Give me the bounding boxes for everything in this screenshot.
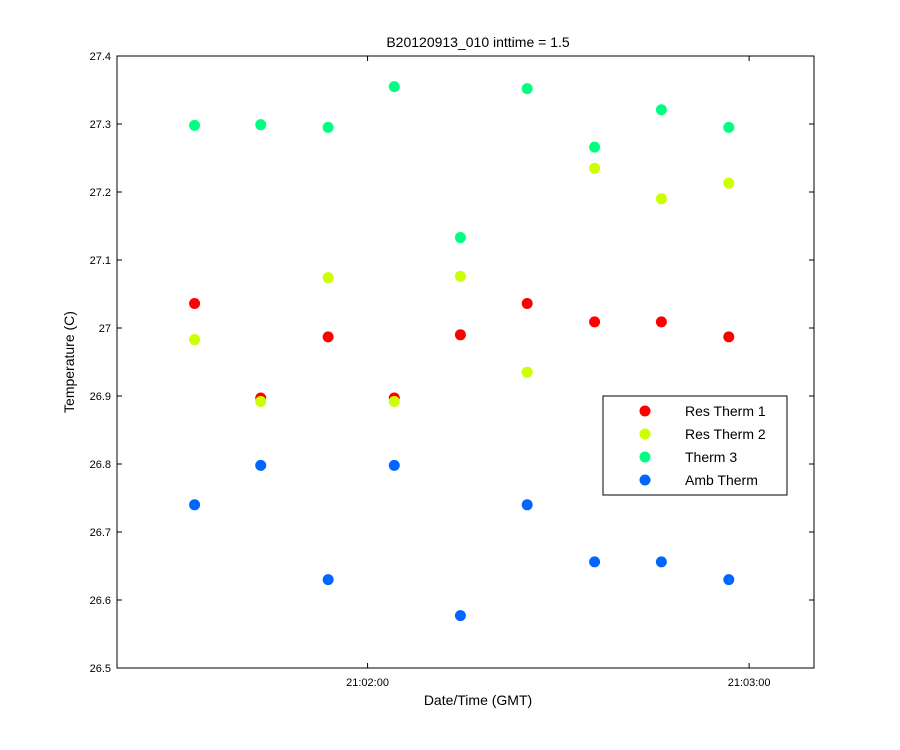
point-therm-3: [655, 104, 667, 116]
point-res-therm-1: [322, 331, 334, 343]
point-amb-therm: [255, 459, 267, 471]
legend-box: [602, 395, 788, 496]
point-amb-therm: [723, 574, 735, 586]
x-tick-label: 21:03:00: [728, 677, 771, 689]
legend-label-res-therm-2: Res Therm 2: [685, 426, 766, 442]
point-amb-therm: [322, 574, 334, 586]
point-therm-3: [189, 119, 201, 131]
point-res-therm-2: [388, 395, 400, 407]
point-amb-therm: [589, 556, 601, 568]
point-res-therm-2: [322, 272, 334, 284]
y-tick-label: 27.3: [90, 119, 111, 131]
legend-label-amb-therm: Amb Therm: [685, 472, 758, 488]
point-res-therm-2: [655, 193, 667, 205]
point-res-therm-1: [454, 329, 466, 341]
legend-label-therm-3: Therm 3: [685, 449, 737, 465]
y-tick-label: 27.1: [90, 255, 111, 267]
y-axis-title: Temperature (C): [61, 311, 77, 413]
legend-marker-amb-therm: [639, 474, 651, 486]
point-res-therm-1: [655, 316, 667, 328]
point-therm-3: [388, 81, 400, 93]
point-res-therm-1: [189, 298, 201, 310]
y-tick-label: 26.8: [90, 459, 111, 471]
y-tick-label: 26.9: [90, 391, 111, 403]
plot-area: [116, 55, 815, 669]
point-res-therm-2: [521, 366, 533, 378]
legend-marker-therm-3: [639, 451, 651, 463]
legend-marker-res-therm-1: [639, 405, 651, 417]
point-therm-3: [255, 119, 267, 131]
point-amb-therm: [189, 499, 201, 511]
point-therm-3: [454, 232, 466, 244]
x-axis: 21:02:00 21:03:00: [346, 56, 771, 689]
y-tick-label: 27.4: [90, 51, 111, 63]
point-therm-3: [322, 121, 334, 133]
point-amb-therm: [521, 499, 533, 511]
point-res-therm-2: [723, 177, 735, 189]
point-res-therm-1: [589, 316, 601, 328]
legend-marker-res-therm-2: [639, 428, 651, 440]
y-tick-label: 27: [99, 323, 111, 335]
point-amb-therm: [655, 556, 667, 568]
point-res-therm-2: [255, 395, 267, 407]
point-therm-3: [589, 141, 601, 153]
y-tick-label: 27.2: [90, 187, 111, 199]
point-res-therm-2: [189, 334, 201, 346]
y-axis: 26.5 26.6 26.7 26.8 26.9 27 27.1 27.2 27.3 27.4: [90, 51, 814, 675]
point-therm-3: [521, 83, 533, 95]
data-points: [189, 81, 735, 622]
legend-label-res-therm-1: Res Therm 1: [685, 403, 766, 419]
x-tick-label: 21:02:00: [346, 677, 389, 689]
point-res-therm-2: [454, 270, 466, 282]
y-tick-label: 26.7: [90, 527, 111, 539]
legend: Res Therm 1 Res Therm 2 Therm 3 Amb Therm: [602, 395, 788, 496]
point-therm-3: [723, 121, 735, 133]
chart-title: B20120913_010 inttime = 1.5: [386, 34, 570, 50]
point-res-therm-1: [723, 331, 735, 343]
x-axis-title: Date/Time (GMT): [424, 692, 532, 708]
point-amb-therm: [454, 610, 466, 622]
point-res-therm-2: [589, 162, 601, 174]
y-tick-label: 26.5: [90, 663, 111, 675]
point-amb-therm: [388, 459, 400, 471]
y-tick-label: 26.6: [90, 595, 111, 607]
point-res-therm-1: [521, 298, 533, 310]
